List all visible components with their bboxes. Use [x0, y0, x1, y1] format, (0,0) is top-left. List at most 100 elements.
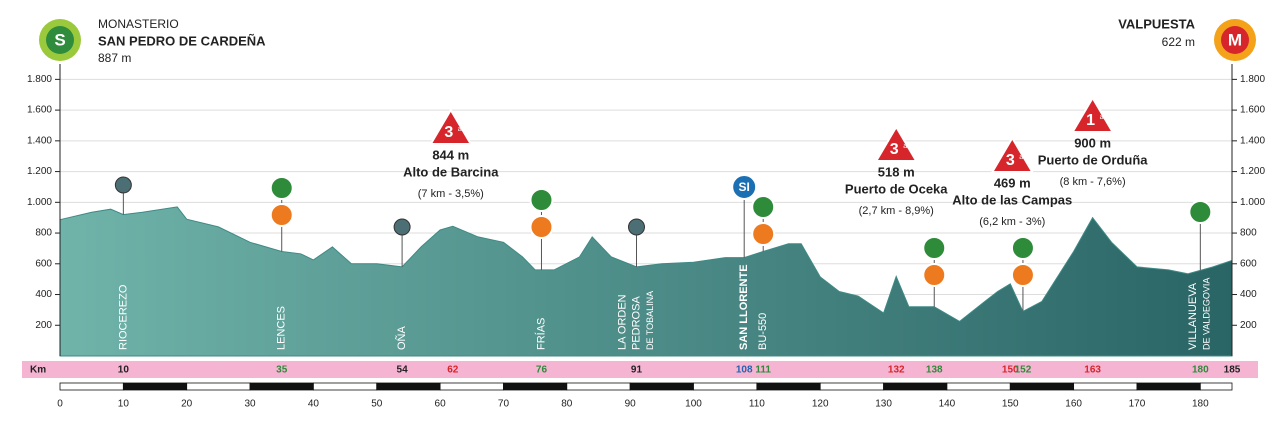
- start-elevation: 887 m: [98, 51, 131, 65]
- climb-category-suffix: a: [1019, 154, 1023, 161]
- km-value: 111: [755, 365, 771, 376]
- climb-altitude: 518 m: [878, 164, 915, 179]
- climb-marker: [1071, 97, 1114, 133]
- climb-category: 3: [890, 141, 899, 158]
- climb-altitude: 900 m: [1074, 135, 1111, 150]
- km-value: 76: [536, 365, 548, 376]
- x-scale-segment: [693, 382, 758, 391]
- climb-marker: [991, 137, 1034, 173]
- km-value: 150: [1002, 365, 1019, 376]
- km-strip: [22, 361, 1258, 378]
- y-tick-label: 200: [35, 320, 52, 331]
- y-tick-label-right: 1.400: [1240, 135, 1265, 146]
- km-value: 35: [276, 365, 288, 376]
- place-name: OÑA: [395, 326, 408, 351]
- waste-zone: [922, 236, 947, 260]
- climb-category-suffix: a: [1100, 114, 1104, 121]
- feed-zone: [1010, 263, 1035, 287]
- climb-altitude: 469 m: [994, 175, 1031, 190]
- km-value: 132: [888, 365, 905, 376]
- km-value: 138: [926, 365, 943, 376]
- km-value: 152: [1015, 365, 1032, 376]
- y-tick-label: 600: [35, 258, 52, 269]
- x-scale-segment: [503, 382, 568, 391]
- place-name: RIOCEREZO: [117, 284, 129, 350]
- pin: [114, 176, 132, 194]
- x-scale-segment: [883, 382, 948, 391]
- climb-marker: [429, 109, 472, 145]
- climb-name: Puerto de Orduña: [1038, 152, 1149, 167]
- x-scale-segment: [946, 382, 1011, 391]
- finish-line1: VALPUESTA: [1118, 16, 1195, 31]
- waste-zone: [269, 176, 294, 200]
- start-line2: SAN PEDRO DE CARDEÑA: [98, 33, 266, 48]
- climb-detail: (2,7 km - 8,9%): [859, 205, 934, 217]
- x-scale-segment: [59, 382, 124, 391]
- waste-zone: [1188, 200, 1213, 224]
- km-value: 185: [1224, 365, 1241, 376]
- x-scale-segment: [566, 382, 631, 391]
- place-name: VILLANUEVA: [1187, 282, 1199, 350]
- x-scale-segment: [376, 382, 441, 391]
- km-value: 108: [736, 365, 753, 376]
- km-value: 10: [118, 365, 130, 376]
- place-name: LA ORDEN: [616, 294, 628, 350]
- climb-name: Puerto de Oceka: [845, 181, 948, 196]
- climb-name: Alto de las Campas: [952, 192, 1072, 207]
- x-tick-label: 10: [118, 399, 130, 410]
- climb-marker: [875, 126, 918, 162]
- x-tick-label: 130: [875, 399, 892, 410]
- x-scale-segment: [1199, 382, 1233, 391]
- y-tick-label-right: 1.600: [1240, 105, 1265, 116]
- y-tick-label: 800: [35, 228, 52, 239]
- x-tick-label: 30: [244, 399, 256, 410]
- waste-zone: [1010, 236, 1035, 260]
- climb-category: 3: [444, 124, 453, 141]
- km-value: 54: [397, 365, 409, 376]
- x-scale-segment: [819, 382, 884, 391]
- start-badge: [46, 26, 74, 54]
- x-tick-label: 0: [57, 399, 63, 410]
- finish-elevation: 622 m: [1162, 35, 1195, 49]
- pin: [393, 218, 411, 236]
- pin: [627, 218, 645, 236]
- y-tick-label: 1.200: [27, 166, 52, 177]
- x-scale-segment: [439, 382, 504, 391]
- climb-detail: (8 km - 7,6%): [1060, 176, 1126, 188]
- km-value: 180: [1192, 365, 1209, 376]
- y-tick-label-right: 1.200: [1240, 166, 1265, 177]
- finish-badge-label: M: [1228, 30, 1242, 49]
- place-name: PEDROSA: [630, 296, 642, 350]
- place-name: DE TOBALINA: [645, 291, 655, 350]
- y-tick-label-right: 800: [1240, 228, 1257, 239]
- x-scale-segment: [629, 382, 694, 391]
- y-tick-label: 1.400: [27, 135, 52, 146]
- km-value: 62: [447, 365, 459, 376]
- x-tick-label: 120: [812, 399, 829, 410]
- feed-zone: [269, 203, 294, 227]
- start-line1: MONASTERIO: [98, 17, 179, 31]
- x-tick-label: 20: [181, 399, 193, 410]
- x-tick-label: 160: [1065, 399, 1082, 410]
- x-scale-segment: [122, 382, 188, 391]
- x-tick-label: 170: [1129, 399, 1146, 410]
- km-value: 91: [631, 365, 643, 376]
- x-tick-label: 180: [1192, 399, 1209, 410]
- x-tick-label: 60: [435, 399, 447, 410]
- start-badge-label: S: [54, 30, 65, 49]
- y-tick-label-right: 1.800: [1240, 74, 1265, 85]
- x-scale-segment: [1073, 382, 1138, 391]
- x-tick-label: 90: [625, 399, 637, 410]
- place-name: FRÍAS: [534, 318, 547, 350]
- climb-altitude: 844 m: [432, 147, 469, 162]
- feed-zone: [529, 215, 554, 239]
- y-tick-label-right: 200: [1240, 320, 1257, 331]
- y-tick-label-right: 600: [1240, 258, 1257, 269]
- x-tick-label: 150: [1002, 399, 1019, 410]
- y-tick-label-right: 1.000: [1240, 197, 1265, 208]
- waste-zone: [529, 188, 554, 212]
- x-scale-segment: [249, 382, 314, 391]
- x-tick-label: 40: [308, 399, 320, 410]
- place-name: BU-550: [757, 313, 769, 350]
